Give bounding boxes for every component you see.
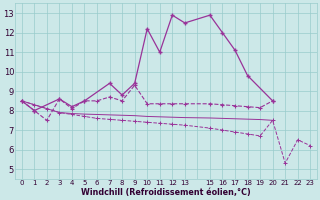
- X-axis label: Windchill (Refroidissement éolien,°C): Windchill (Refroidissement éolien,°C): [81, 188, 251, 197]
